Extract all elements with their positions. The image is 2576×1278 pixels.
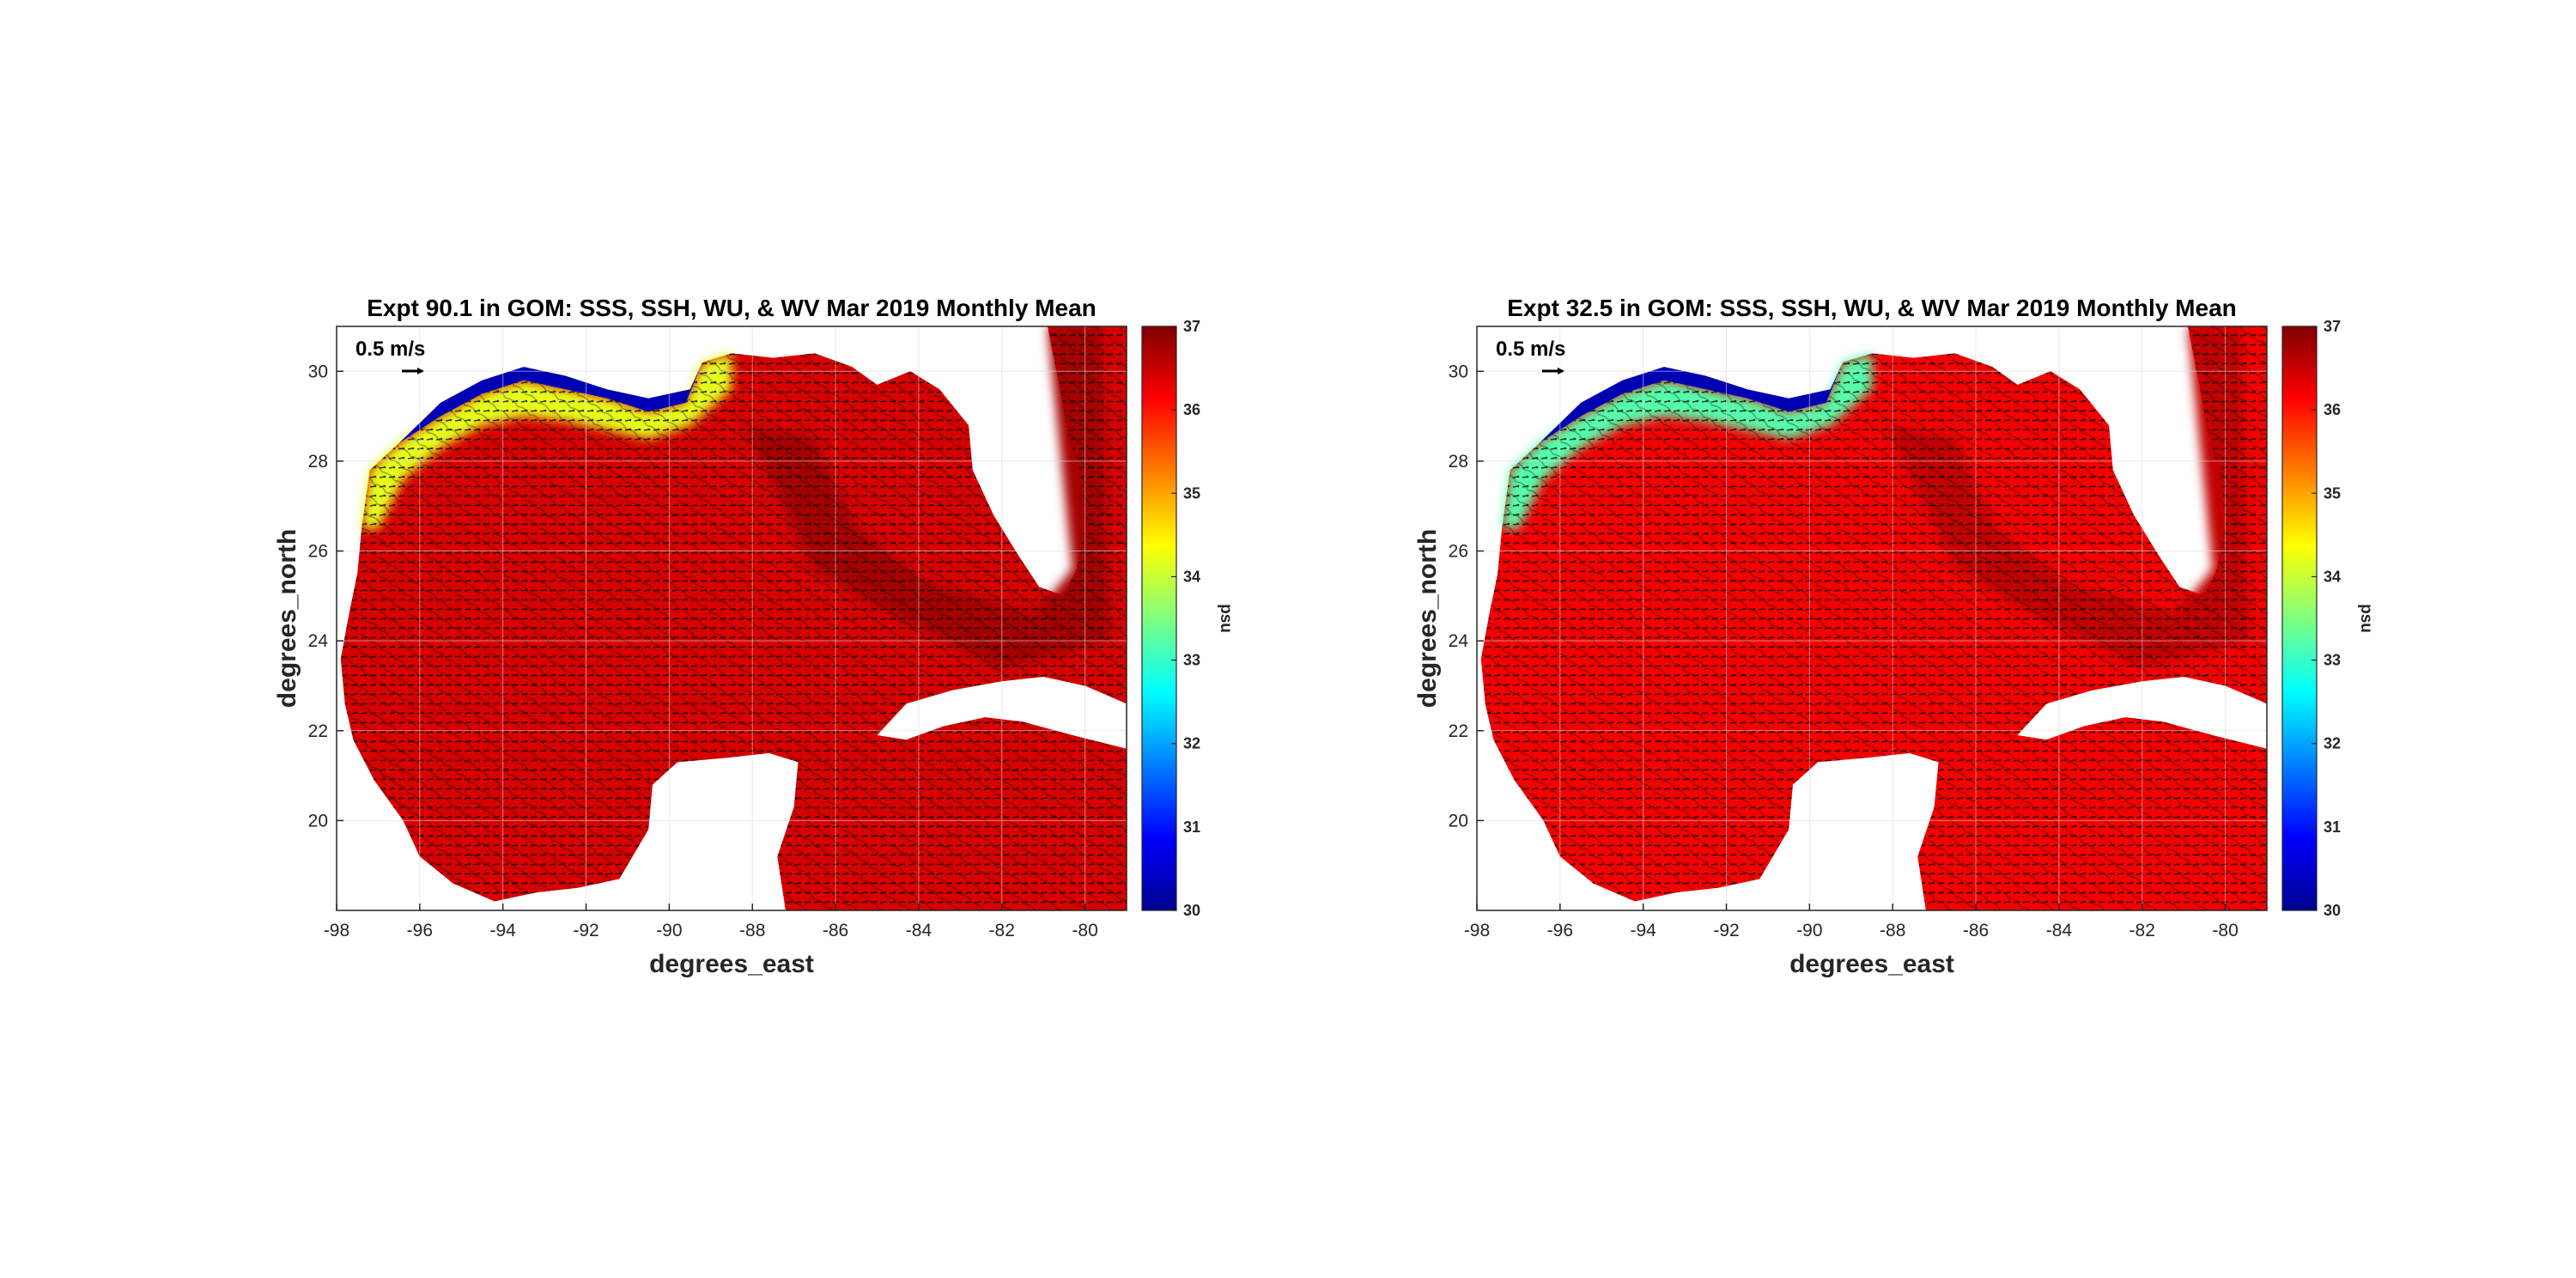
colorbar-tick-label: 36	[1183, 401, 1200, 418]
x-tick-label: -88	[1880, 921, 1905, 940]
vector-scale-arrowhead	[1558, 368, 1564, 374]
colorbar-tick-label: 31	[1183, 819, 1200, 836]
colorbar-tick-label: 37	[1183, 318, 1200, 335]
y-tick-label: 20	[1449, 811, 1468, 831]
x-tick-label: -96	[1547, 921, 1573, 940]
colorbar	[2281, 326, 2318, 911]
y-tick-label: 26	[1449, 542, 1468, 562]
x-tick-label: -86	[1963, 921, 1989, 940]
y-tick-label: 24	[1449, 631, 1469, 651]
colorbar-tick-label: 35	[1183, 484, 1200, 502]
y-tick-label: 22	[308, 721, 328, 741]
vector-scale-label: 0.5 m/s	[1496, 338, 1565, 361]
colorbar-tick-label: 30	[1183, 902, 1200, 919]
colorbar-tick-label: 33	[1183, 652, 1200, 669]
x-tick-label: -82	[989, 921, 1015, 940]
x-tick-label: -80	[1072, 921, 1097, 940]
y-tick-label: 30	[1449, 362, 1468, 381]
y-tick-label: 28	[1449, 452, 1468, 472]
x-tick-label: -92	[573, 921, 598, 940]
chart-panel-1: -98 -96 -94 -92 -90 -88 -86 -84 -82 -80 20 22 24 26 28…	[273, 295, 1235, 978]
x-tick-label: -90	[656, 921, 682, 940]
x-tick-label: -98	[324, 921, 349, 940]
y-axis-label: degrees_north	[1413, 529, 1442, 708]
chart-title: Expt 32.5 in GOM: SSS, SSH, WU, & WV Mar…	[1507, 295, 2237, 321]
y-tick-label: 24	[308, 631, 329, 651]
y-tick-label: 28	[308, 452, 328, 472]
x-tick-label: -86	[823, 921, 848, 940]
colorbar-tick-label: 30	[2324, 902, 2341, 919]
colorbar-tick-label: 31	[2324, 819, 2341, 836]
colorbar-tick-label: 32	[2324, 735, 2341, 752]
river-outflow	[1539, 362, 1844, 443]
y-tick-label: 20	[308, 811, 328, 831]
vector-scale-arrowhead	[417, 368, 424, 374]
x-tick-label: -96	[407, 921, 433, 940]
x-tick-label: -92	[1713, 921, 1739, 940]
x-axis-label: degrees_east	[649, 950, 814, 978]
x-tick-label: -88	[739, 921, 765, 940]
y-axis-label: degrees_north	[273, 529, 301, 708]
colorbar-label: psu	[2357, 604, 2375, 633]
x-tick-label: -80	[2212, 921, 2238, 940]
vector-scale-label: 0.5 m/s	[355, 338, 425, 361]
streamlines	[1480, 326, 2267, 910]
colorbar-label: psu	[1217, 604, 1235, 633]
x-tick-label: -84	[906, 921, 933, 940]
y-tick-label: 22	[1449, 721, 1468, 741]
colorbar-tick-label: 32	[1183, 735, 1200, 752]
axes-frame	[336, 326, 1127, 911]
colorbar-tick-label: 34	[2324, 568, 2341, 585]
chart-title: Expt 90.1 in GOM: SSS, SSH, WU, & WV Mar…	[367, 295, 1097, 321]
x-tick-label: -94	[490, 921, 517, 940]
x-tick-label: -90	[1796, 921, 1822, 940]
x-tick-label: -82	[2129, 921, 2155, 940]
river-outflow	[398, 362, 703, 443]
colorbar-tick-label: 34	[1183, 568, 1200, 585]
x-tick-label: -98	[1464, 921, 1490, 940]
colorbar-tick-label: 36	[2324, 401, 2341, 418]
x-tick-label: -84	[2046, 921, 2073, 940]
chart-panel-2: -98 -96 -94 -92 -90 -88 -86 -84 -82 -80 20 22 24 26 28…	[1413, 295, 2375, 978]
y-tick-label: 26	[308, 542, 328, 562]
axes-frame	[1476, 326, 2268, 911]
colorbar-tick-label: 37	[2324, 318, 2341, 335]
streamlines	[340, 326, 1127, 910]
salinity-field	[1480, 326, 2267, 910]
colorbar-tick-label: 33	[2324, 652, 2341, 669]
y-tick-label: 30	[308, 362, 328, 381]
x-tick-label: -94	[1631, 921, 1657, 940]
colorbar	[1141, 326, 1177, 911]
x-axis-label: degrees_east	[1789, 950, 1954, 978]
colorbar-tick-label: 35	[2324, 484, 2341, 502]
